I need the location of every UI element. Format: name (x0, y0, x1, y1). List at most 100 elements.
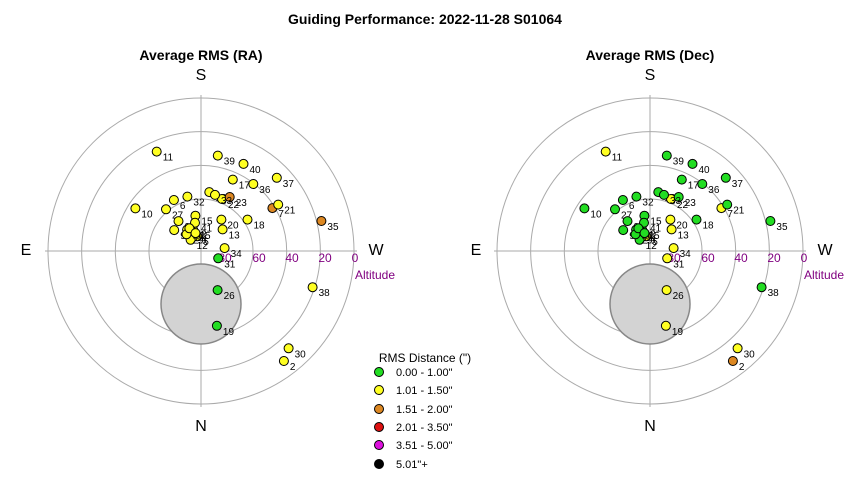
data-point (668, 243, 679, 254)
data-point-label: 22 (228, 200, 240, 211)
direction-left-ra: E (21, 242, 32, 259)
data-point-label: 18 (703, 221, 715, 232)
data-point (579, 203, 590, 214)
data-point-label: 36 (708, 185, 720, 196)
data-point (182, 191, 193, 202)
data-point-label: 37 (732, 179, 744, 190)
data-point (271, 172, 282, 183)
data-point-label: 33 (221, 196, 233, 207)
data-point-label: 4 (651, 234, 657, 245)
legend-swatch (374, 440, 384, 450)
data-point (618, 225, 629, 236)
data-point (130, 203, 141, 214)
data-point-label: 32 (193, 198, 205, 209)
data-point-label: 36 (259, 185, 271, 196)
legend-item: 2.01 - 3.50" (374, 422, 453, 434)
legend-title: RMS Distance (") (379, 351, 471, 365)
data-point-label: 4 (202, 234, 208, 245)
data-point (211, 320, 222, 331)
data-point (273, 199, 284, 210)
legend-item: 5.01"+ (374, 459, 428, 471)
legend-swatch (374, 385, 384, 395)
data-point-label: 23 (685, 198, 697, 209)
data-point-label: 12 (197, 241, 209, 252)
alt-tick-20-dec: 20 (767, 251, 781, 265)
data-point (727, 356, 738, 366)
data-point-label: 40 (699, 165, 711, 176)
data-point-label: 34 (231, 249, 243, 260)
data-point (212, 150, 223, 161)
legend-swatch (374, 404, 384, 414)
data-point-label: 42 (644, 229, 656, 240)
data-point-label: 17 (239, 181, 251, 192)
data-point-label: 6 (180, 201, 186, 212)
data-point-label: 6 (629, 201, 635, 212)
data-point (227, 174, 238, 185)
data-point-label: 29 (642, 235, 654, 246)
legend-label: 0.00 - 1.00" (396, 367, 453, 379)
alt-tick-0-dec: 0 (801, 251, 808, 265)
data-point (210, 189, 220, 200)
data-point-label: 10 (590, 209, 602, 220)
data-point-label: 20 (227, 221, 239, 232)
legend-item: 1.01 - 1.50" (374, 385, 453, 397)
data-point (238, 158, 249, 169)
data-point-label: 33 (670, 196, 682, 207)
data-point (691, 214, 702, 225)
data-point-label: 13 (678, 230, 690, 241)
data-point-label: 35 (776, 222, 788, 233)
altitude-ticks-ra: 80 60 40 20 0 (218, 251, 358, 265)
data-point (173, 216, 184, 227)
data-point (622, 216, 633, 227)
polar-plot-ra: Average RMS (RA) S N E W 80 60 40 20 0 A… (21, 47, 396, 435)
data-point (687, 158, 698, 169)
data-point-label: 34 (680, 249, 692, 260)
data-point-label: 27 (621, 210, 633, 221)
figure-title: Guiding Performance: 2022-11-28 S01064 (288, 11, 562, 27)
data-point-label: 11 (612, 153, 623, 164)
data-point-label: 42 (195, 229, 207, 240)
legend-label: 5.01"+ (396, 459, 428, 471)
data-point (151, 146, 162, 157)
direction-left-dec: E (471, 242, 482, 259)
data-point-label: 30 (295, 349, 307, 360)
direction-top-ra: S (196, 67, 207, 84)
data-point-label: 10 (141, 209, 153, 220)
data-point-label: 7 (278, 209, 284, 220)
data-point-label: 26 (673, 291, 685, 302)
data-point (661, 150, 672, 161)
legend-label: 3.51 - 5.00" (396, 440, 453, 452)
data-point-label: 5 (652, 237, 658, 248)
data-point-label: 17 (688, 181, 700, 192)
data-point-label: 15 (650, 217, 662, 228)
alt-tick-40-dec: 40 (734, 251, 748, 265)
data-point-label: 7 (727, 209, 733, 220)
data-point-label: 31 (673, 259, 685, 270)
data-point-label: 20 (676, 221, 688, 232)
polar-grid-dec (494, 95, 806, 407)
data-point (248, 179, 259, 189)
data-point (756, 282, 767, 293)
data-point-label: 41 (650, 224, 662, 235)
data-point-label: 2 (739, 362, 745, 373)
data-point-label: 32 (642, 198, 654, 209)
direction-top-dec: S (645, 67, 656, 84)
legend-swatch (374, 422, 384, 432)
data-point-label: 40 (250, 165, 262, 176)
legend: RMS Distance (") 0.00 - 1.00" 1.01 - 1.5… (374, 351, 471, 471)
data-point-label: 25 (199, 231, 211, 242)
data-points-ra: 2567910111213151617181920212223242526272… (130, 146, 339, 373)
data-point-label: 22 (677, 200, 689, 211)
data-point (765, 216, 776, 226)
data-point-label: 23 (236, 198, 248, 209)
data-point-label: 13 (229, 230, 241, 241)
legend-label: 1.51 - 2.00" (396, 404, 453, 416)
alt-tick-0-ra: 0 (352, 251, 359, 265)
data-point-label: 25 (648, 231, 660, 242)
alt-tick-60-dec: 60 (701, 251, 715, 265)
data-point-label: 11 (163, 153, 174, 164)
data-point (600, 146, 611, 157)
data-point (283, 343, 294, 354)
